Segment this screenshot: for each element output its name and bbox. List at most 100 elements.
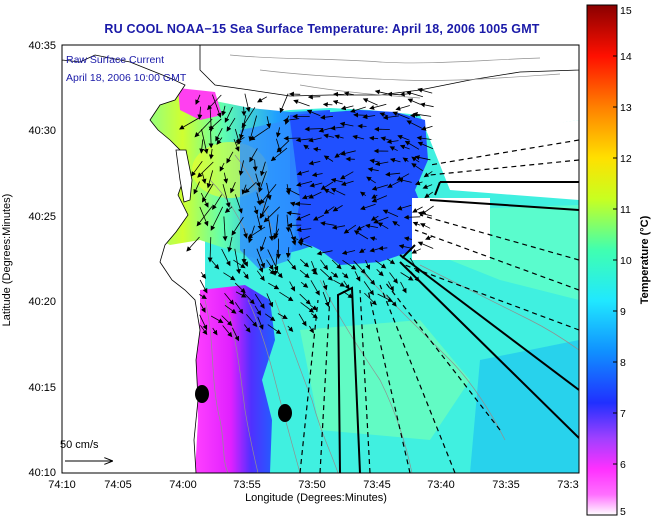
current-vector [257, 96, 267, 103]
current-vector [404, 140, 420, 150]
current-vector [260, 161, 266, 177]
current-vector [377, 293, 393, 302]
current-vector [417, 87, 433, 94]
current-vector [211, 260, 220, 270]
current-vector [290, 236, 299, 242]
current-vector [354, 271, 361, 282]
current-vector [199, 206, 209, 227]
current-vector [364, 272, 376, 286]
current-vector [243, 324, 251, 333]
current-vector [276, 140, 290, 153]
current-vector [398, 244, 411, 249]
colorbar-tick-label: 11 [620, 204, 631, 216]
x-tick-label: 73:45 [363, 479, 391, 491]
current-vector [333, 91, 345, 97]
colorbar-tick-label: 14 [620, 51, 632, 63]
current-vector [334, 134, 344, 140]
current-vector [420, 125, 433, 131]
current-vector [200, 271, 207, 280]
current-vector [403, 236, 412, 242]
current-vector [406, 120, 423, 129]
surface-current-vectors [179, 87, 434, 342]
y-tick-label: 40:25 [28, 211, 56, 223]
current-vector [331, 259, 342, 270]
current-vector [257, 316, 264, 330]
current-vector [241, 107, 256, 129]
current-vector [199, 314, 208, 331]
current-legend-date: April 18, 2006 10:00 GMT [66, 72, 187, 84]
y-tick-label: 40:30 [28, 125, 56, 137]
current-vector [210, 206, 224, 231]
current-vector [417, 141, 434, 150]
current-vector [300, 259, 310, 268]
current-vector [396, 204, 412, 211]
vector-scale-label: 50 cm/s [60, 439, 99, 451]
current-vector [392, 221, 400, 227]
plot-frame [61, 44, 580, 474]
current-vector [417, 241, 434, 249]
current-vector [216, 137, 223, 145]
y-tick-label: 40:15 [28, 382, 56, 394]
current-vector [230, 182, 236, 194]
current-vector [425, 235, 434, 240]
current-vector [289, 281, 296, 292]
current-vector [374, 161, 389, 167]
current-vector [322, 102, 333, 108]
current-vector [273, 214, 279, 239]
current-vector [249, 148, 258, 163]
current-vector [196, 206, 213, 227]
current-vector [238, 160, 244, 176]
current-vector [243, 258, 248, 267]
current-vector [371, 194, 378, 199]
current-vector [256, 248, 265, 269]
current-vector [411, 248, 421, 254]
current-vector [367, 167, 379, 172]
current-vector [215, 128, 223, 142]
current-vector [369, 103, 387, 110]
current-vector [221, 315, 233, 326]
current-vector [342, 259, 357, 270]
current-vector [378, 245, 388, 251]
current-vector [212, 194, 223, 211]
current-vector [258, 171, 267, 193]
current-vector [420, 205, 434, 215]
current-vector [340, 180, 354, 186]
colorbar-gradient [586, 4, 618, 516]
current-vector [253, 205, 259, 215]
current-vector [252, 159, 258, 172]
y-axis: 40:35 40:30 40:25 40:20 40:15 40:10 Lati… [1, 40, 56, 479]
current-vector [299, 293, 311, 305]
current-vector [412, 221, 421, 227]
current-vector [386, 139, 399, 145]
current-vector [285, 188, 300, 196]
current-vector [330, 125, 345, 131]
current-vector [194, 118, 213, 138]
current-vector [369, 135, 379, 141]
current-vector [243, 227, 248, 239]
current-vector [266, 293, 274, 308]
current-vector [312, 214, 325, 221]
x-tick-label: 73:40 [427, 479, 455, 491]
current-vector [275, 127, 281, 138]
sst-cloud-strip [430, 120, 579, 200]
current-vector [333, 279, 346, 287]
current-vector [299, 269, 310, 279]
current-vector [219, 162, 225, 172]
current-vector [407, 98, 421, 105]
sst-green-patch-2 [300, 320, 470, 440]
current-vector [234, 194, 243, 214]
current-vector [360, 203, 376, 211]
colorbar-tick-label: 13 [620, 102, 632, 114]
current-vector [221, 105, 227, 117]
current-vector [263, 206, 280, 223]
current-vector [353, 260, 366, 274]
current-vector [414, 155, 431, 161]
colorbar-tick-label: 5 [620, 506, 626, 518]
temperature-colorbar: 15 14 13 12 11 10 9 8 7 6 5 Temperature (°C) [586, 4, 651, 518]
current-vector [412, 111, 432, 117]
traffic-lanes-dashed [299, 139, 579, 473]
current-vector [318, 127, 332, 133]
current-vector [366, 176, 376, 184]
current-vector [395, 105, 410, 111]
current-vector [419, 102, 434, 108]
